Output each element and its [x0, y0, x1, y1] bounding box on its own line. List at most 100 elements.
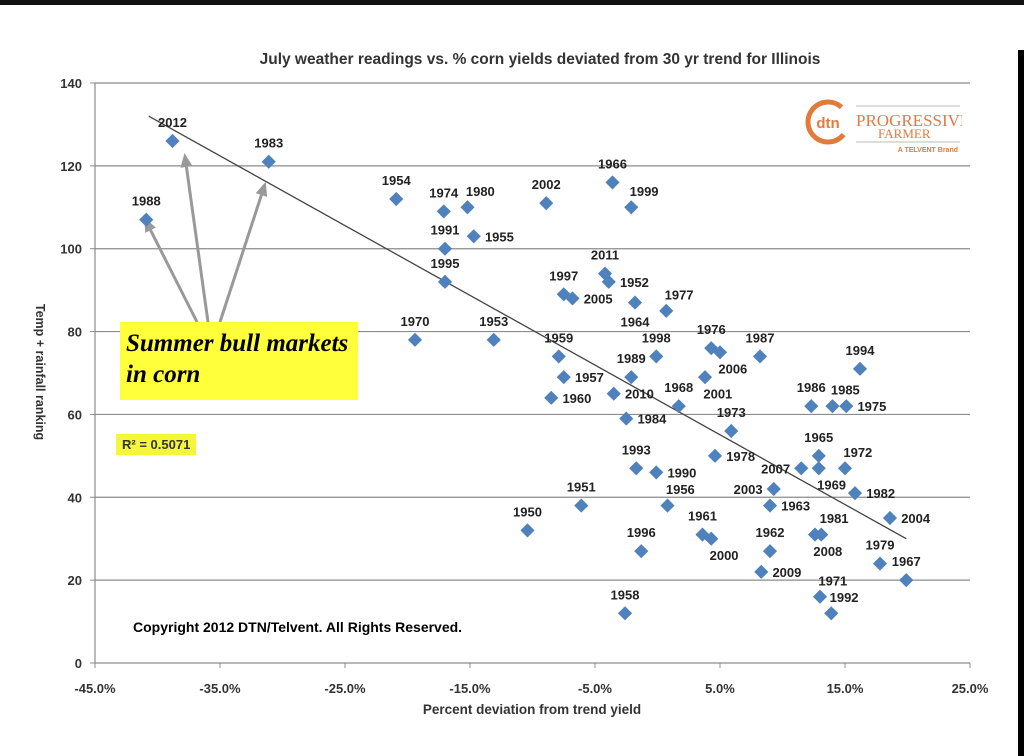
data-point-label: 1999 — [630, 184, 659, 199]
data-point-label: 1997 — [549, 268, 578, 283]
data-point-label: 1952 — [620, 275, 649, 290]
data-point-label: 2011 — [591, 248, 619, 263]
data-point-label: 1984 — [637, 412, 667, 427]
data-point-label: 1958 — [611, 587, 640, 602]
data-point — [704, 531, 719, 546]
data-point-label: 1978 — [726, 449, 755, 464]
data-point — [847, 486, 863, 501]
data-point — [837, 461, 853, 476]
data-point — [812, 589, 828, 604]
data-point — [605, 175, 620, 190]
data-point — [811, 448, 826, 463]
data-point-label: 1964 — [621, 315, 651, 330]
data-point — [852, 361, 868, 376]
y-tick-label: 80 — [68, 325, 82, 340]
x-tick-label: -15.0% — [449, 681, 491, 696]
data-point — [825, 399, 840, 414]
r-squared-label: R² = 0.5071 — [116, 434, 197, 455]
data-point-label: 2000 — [710, 548, 739, 563]
top-border — [0, 0, 1024, 5]
svg-text:FARMER: FARMER — [878, 126, 931, 141]
data-point — [407, 332, 423, 347]
chart-title: July weather readings vs. % corn yields … — [260, 51, 821, 68]
x-axis-label: Percent deviation from trend yield — [423, 702, 641, 717]
annotation-arrow — [218, 194, 263, 323]
data-point — [437, 241, 453, 256]
data-point-label: 1981 — [820, 511, 849, 526]
data-point-label: 1972 — [843, 445, 872, 460]
data-point-label: 1980 — [466, 184, 495, 199]
x-tick-label: -25.0% — [324, 681, 366, 696]
annotation-arrow — [149, 229, 199, 323]
data-point-label: 1990 — [667, 465, 696, 480]
data-point-label: 1994 — [846, 343, 876, 358]
data-point — [649, 465, 664, 480]
data-point — [814, 527, 829, 542]
data-point-label: 2005 — [584, 291, 613, 306]
data-point — [872, 556, 888, 571]
data-point-label: 1989 — [617, 351, 646, 366]
data-point-label: 1967 — [892, 554, 921, 569]
y-tick-label: 120 — [60, 159, 82, 174]
svg-text:dtn: dtn — [816, 115, 839, 132]
y-tick-label: 140 — [60, 76, 82, 91]
data-point — [539, 196, 554, 211]
copyright-notice: Copyright 2012 DTN/Telvent. All Rights R… — [133, 619, 463, 635]
data-point-label: 1950 — [513, 504, 542, 519]
data-point-label: 1979 — [866, 538, 895, 553]
data-point — [839, 399, 854, 414]
data-point — [762, 544, 778, 559]
data-point — [617, 606, 633, 621]
data-point-label: 1957 — [575, 370, 604, 385]
data-point-label: 1998 — [642, 330, 671, 345]
data-point-label: 2002 — [532, 177, 561, 192]
data-point-label: 1970 — [401, 314, 430, 329]
data-point — [389, 191, 404, 207]
data-point-label: 1977 — [665, 287, 694, 302]
data-point — [660, 498, 675, 513]
data-point-label: 1966 — [598, 156, 627, 171]
data-point-label: 1951 — [567, 480, 596, 495]
annotation-arrowhead — [180, 153, 193, 168]
data-point — [762, 498, 778, 513]
data-point-label: 2009 — [772, 565, 801, 580]
x-tick-label: -5.0% — [578, 681, 612, 696]
x-tick-label: 15.0% — [827, 681, 864, 696]
data-point — [520, 523, 535, 538]
data-point — [139, 212, 154, 227]
data-point — [671, 399, 686, 414]
data-point — [766, 481, 781, 497]
data-point-label: 1968 — [664, 380, 693, 395]
data-point-label: 1982 — [866, 486, 895, 501]
data-point — [754, 564, 769, 579]
data-point — [574, 498, 589, 513]
data-point — [624, 370, 639, 385]
data-point-label: 2012 — [158, 115, 187, 130]
svg-text:A TELVENT Brand: A TELVENT Brand — [898, 147, 958, 154]
data-point-label: 2007 — [761, 461, 790, 476]
data-point-label: 1986 — [797, 380, 826, 395]
dtn-progressive-farmer-logo: dtn PROGRESSIVE FARMER A TELVENT Brand — [805, 99, 962, 154]
data-point — [460, 200, 475, 215]
data-point — [882, 510, 898, 526]
data-point-label: 2006 — [718, 362, 747, 377]
data-point-label: 2010 — [625, 387, 654, 402]
data-point — [627, 295, 643, 310]
data-point-label: 1963 — [781, 499, 810, 514]
data-point-label: 1992 — [830, 590, 859, 605]
data-point-label: 2008 — [813, 544, 842, 559]
data-point-label: 1974 — [429, 185, 459, 200]
x-tick-label: 25.0% — [952, 681, 989, 696]
data-point-label: 1985 — [831, 383, 860, 398]
data-point — [544, 390, 559, 405]
trendline — [148, 115, 907, 540]
data-point — [261, 154, 276, 169]
data-point-label: 1993 — [622, 442, 651, 457]
data-point — [624, 200, 639, 215]
data-point — [629, 461, 644, 476]
data-point-label: 1987 — [746, 330, 775, 345]
y-tick-label: 100 — [60, 242, 82, 257]
annotation-arrow — [184, 166, 210, 323]
data-point-label: 1996 — [627, 525, 656, 540]
data-point — [466, 229, 481, 244]
